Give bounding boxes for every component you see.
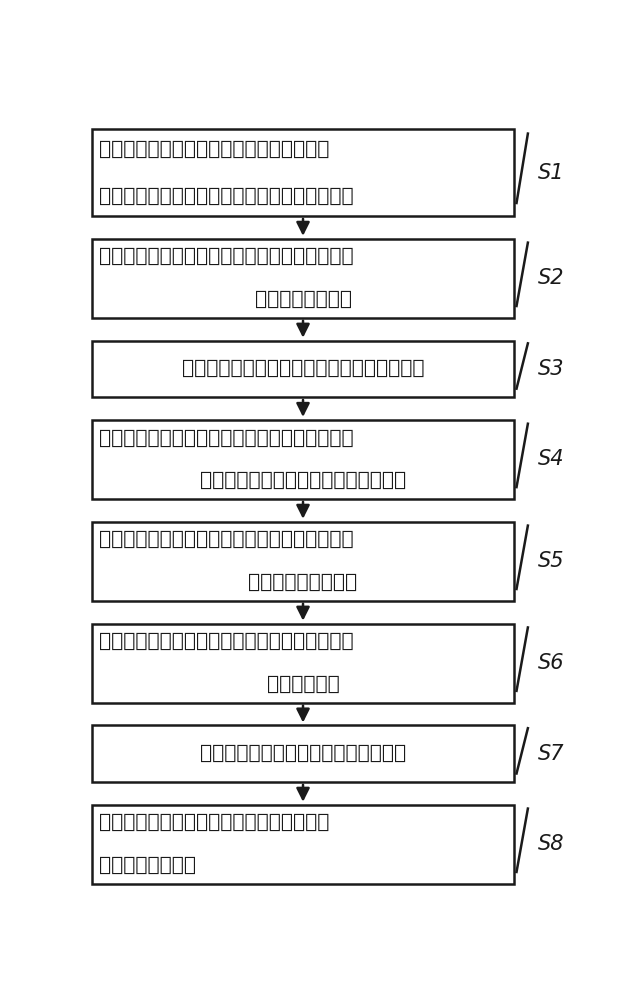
Text: S7: S7	[538, 744, 564, 764]
Text: S1: S1	[538, 163, 564, 183]
Text: 焊接的压点区域。: 焊接的压点区域。	[99, 856, 196, 875]
Bar	[92, 805, 514, 884]
Text: 在所述掺杂体区对应所述栅极两端的位置注入第: 在所述掺杂体区对应所述栅极两端的位置注入第	[99, 530, 354, 549]
Text: 在整个芯片表面进行铝淀积和铝刻蚀；: 在整个芯片表面进行铝淀积和铝刻蚀；	[200, 744, 406, 763]
Text: 二掺杂物形成源极；: 二掺杂物形成源极；	[248, 573, 357, 592]
Bar	[92, 420, 514, 499]
Text: S3: S3	[538, 359, 564, 379]
Bar	[92, 725, 514, 782]
Text: 在所述有源区域的表面形成一第一栅氧化层；: 在所述有源区域的表面形成一第一栅氧化层；	[182, 359, 424, 378]
Text: 在整个芯片的表面覆盖钝化层，并开出用以: 在整个芯片的表面覆盖钝化层，并开出用以	[99, 813, 330, 832]
Bar	[92, 341, 514, 397]
Text: S5: S5	[538, 551, 564, 571]
Text: 对所述有源区域通过光刻注入第一掺杂物并扩散: 对所述有源区域通过光刻注入第一掺杂物并扩散	[99, 247, 354, 266]
Text: S8: S8	[538, 834, 564, 854]
Bar	[92, 522, 514, 601]
Bar	[92, 624, 514, 703]
Bar	[92, 239, 514, 318]
Text: 在所述栅极之间形成接触孔，并向接触孔内注入: 在所述栅极之间形成接触孔，并向接触孔内注入	[99, 632, 354, 651]
Text: S4: S4	[538, 449, 564, 469]
Bar	[92, 129, 514, 216]
Text: 成栅极，在所述栅极表面形成介质层；: 成栅极，在所述栅极表面形成介质层；	[200, 471, 406, 490]
Text: 以形成掺杂体区；: 以形成掺杂体区；	[255, 290, 352, 309]
Text: S2: S2	[538, 268, 564, 288]
Text: 第三掺杂物；: 第三掺杂物；	[267, 675, 340, 694]
Text: 在外延结构的表面形成隔离场氧化层，并对: 在外延结构的表面形成隔离场氧化层，并对	[99, 140, 330, 159]
Text: 形成垂直双扩散场效应管的有源区域进行刻蚀；: 形成垂直双扩散场效应管的有源区域进行刻蚀；	[99, 187, 354, 206]
Text: S6: S6	[538, 653, 564, 673]
Text: 在所述栅氧化层的表面沉积多晶硅并进行刻蚀形: 在所述栅氧化层的表面沉积多晶硅并进行刻蚀形	[99, 428, 354, 447]
